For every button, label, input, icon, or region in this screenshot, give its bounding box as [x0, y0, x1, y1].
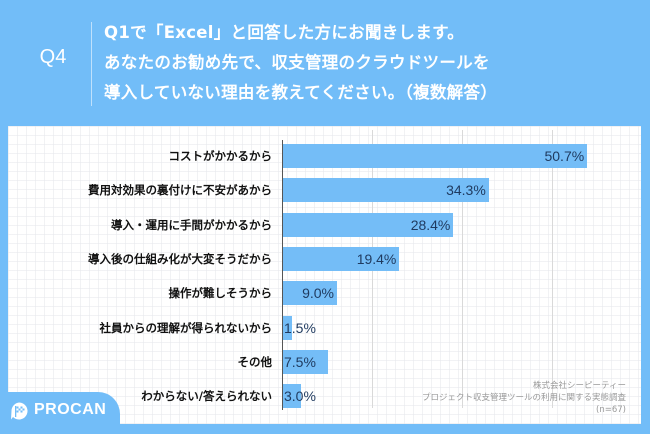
bar	[283, 178, 489, 203]
bar	[283, 384, 301, 409]
bar	[283, 212, 454, 237]
category-label: 導入後の仕組み化が大変そうだから	[88, 251, 272, 266]
sample-size: (n=67)	[596, 405, 626, 415]
category-label: 操作が難しそうから	[168, 286, 273, 301]
bar	[283, 349, 328, 374]
bar-value-label: 34.3%	[446, 182, 486, 199]
bar-value-label: 7.5%	[284, 353, 316, 370]
gridline-30	[462, 130, 463, 408]
bar-value-label: 28.4%	[410, 216, 451, 233]
bar	[283, 315, 292, 340]
chart-panel	[8, 126, 641, 424]
source-survey: プロジェクト収支管理ツールの利用に関する実態調査	[421, 393, 626, 403]
category-label: わからない/答えられない	[141, 389, 272, 404]
source-note: 株式会社シーピーティー プロジェクト収支管理ツールの利用に関する実態調査 (n=…	[422, 380, 626, 416]
bar-value-label: 9.0%	[302, 285, 334, 302]
category-label: その他	[237, 354, 273, 369]
bar-value-label: 19.4%	[356, 250, 397, 267]
bar-value-label: 3.0%	[284, 388, 316, 405]
question-line-1: Q1で「Excel」と回答した方にお聞きします。	[104, 23, 465, 42]
category-label: 社員からの理解が得られないから	[99, 320, 273, 335]
source-company: 株式会社シーピーティー	[533, 381, 626, 391]
checkered-flag-icon	[11, 402, 28, 420]
bar	[283, 281, 337, 306]
question-line-2: あなたのお勧め先で、収支管理のクラウドツールを	[104, 53, 490, 72]
y-axis-line	[282, 140, 283, 410]
bar-value-label: 1.5%	[284, 319, 316, 336]
category-label: 導入・運用に手間がかかるから	[111, 217, 272, 232]
question-header: Q4 Q1で「Excel」と回答した方にお聞きします。 あなたのお勧め先で、収支…	[0, 0, 650, 126]
gridline-45	[552, 130, 553, 408]
category-label: 費用対効果の裏付けに不安があから	[88, 183, 272, 198]
bar-value-label: 50.7%	[544, 148, 585, 164]
question-number: Q4	[39, 46, 67, 68]
question-line-3: 導入していない理由を教えてください。（複数解答）	[104, 83, 498, 102]
header-divider	[91, 22, 92, 106]
bar	[283, 246, 400, 271]
category-label: コストがかかるから	[168, 149, 273, 163]
question-text: Q1で「Excel」と回答した方にお聞きします。 あなたのお勧め先で、収支管理の…	[104, 18, 497, 108]
brand-logo: PROCAN	[34, 401, 107, 418]
bar	[283, 144, 588, 168]
